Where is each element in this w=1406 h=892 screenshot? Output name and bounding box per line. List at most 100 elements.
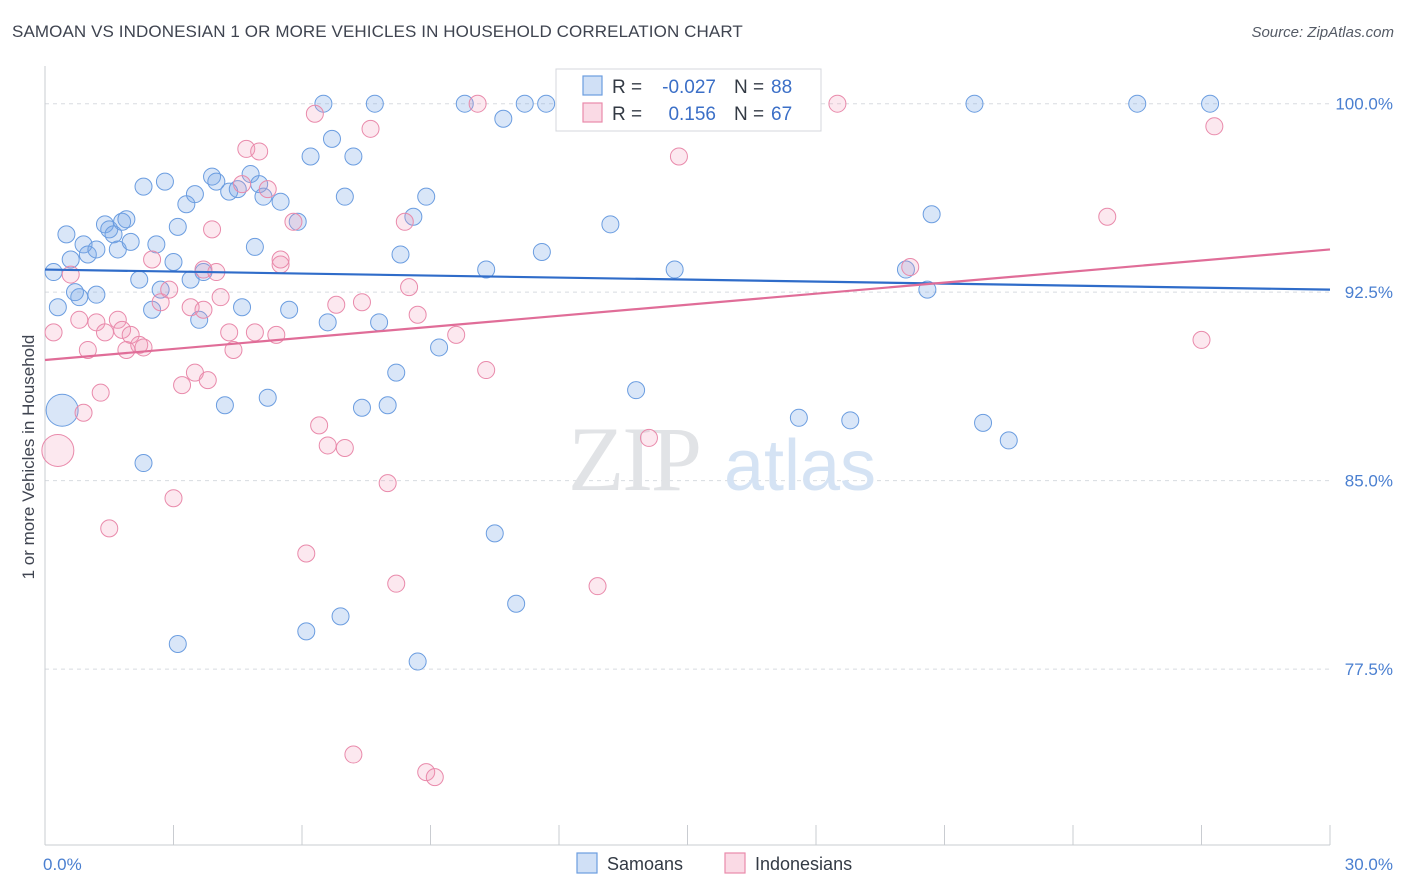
samoan-point-15 — [121, 232, 140, 251]
stats-legend: R = -0.027 N = 88 R = 0.156 N = 67 — [555, 68, 822, 132]
samoan-point-11 — [104, 225, 123, 244]
indonesian-point-13 — [134, 338, 153, 357]
indonesian-point-15 — [151, 293, 170, 312]
legend-r-value-1: -0.027 — [662, 77, 716, 98]
samoan-point-81 — [965, 94, 984, 113]
samoan-point-64 — [494, 109, 513, 128]
indonesian-point-50 — [417, 763, 436, 782]
indonesian-point-56 — [639, 428, 658, 447]
y-tick-label-1: 92.5% — [1345, 283, 1393, 302]
indonesian-point-9 — [113, 320, 132, 339]
samoan-point-14 — [117, 210, 136, 229]
indonesian-point-6 — [95, 323, 114, 342]
samoan-point-53 — [370, 313, 389, 332]
indonesian-point-57 — [669, 147, 688, 166]
samoan-point-43 — [297, 622, 316, 641]
series-legend: Samoans Indonesians — [576, 852, 852, 874]
indonesian-point-14 — [143, 250, 162, 269]
indonesian-point-61 — [1192, 330, 1211, 349]
indonesian-point-2 — [61, 265, 80, 284]
samoan-point-22 — [164, 253, 183, 272]
samoan-point-67 — [532, 242, 551, 261]
samoan-point-49 — [335, 187, 354, 206]
x-tick-label-0: 0.0% — [43, 855, 82, 874]
indonesian-point-43 — [352, 293, 371, 312]
indonesian-point-35 — [284, 212, 303, 231]
indonesian-point-7 — [100, 519, 119, 538]
samoan-point-84 — [1128, 94, 1147, 113]
indonesian-point-26 — [220, 323, 239, 342]
samoan-point-76 — [789, 408, 808, 427]
samoan-point-87 — [65, 283, 84, 302]
indonesian-point-0 — [44, 323, 63, 342]
legend-r-value-2: 0.156 — [668, 104, 716, 125]
indonesian-point-49 — [408, 305, 427, 324]
samoan-point-54 — [378, 396, 397, 415]
legend-n-value-1: 88 — [771, 77, 792, 98]
samoan-point-27 — [190, 310, 209, 329]
samoan-point-66 — [515, 94, 534, 113]
samoan-point-36 — [245, 237, 264, 256]
indonesian-point-63 — [74, 403, 93, 422]
samoan-point-77 — [841, 411, 860, 430]
samoan-point-56 — [391, 245, 410, 264]
indonesian-point-47 — [395, 212, 414, 231]
indonesian-point-45 — [378, 474, 397, 493]
indonesian-point-31 — [250, 142, 269, 161]
samoan-point-59 — [417, 187, 436, 206]
legend-r-label-1: R = — [612, 77, 642, 98]
samoan-point-30 — [207, 172, 226, 191]
indonesian-point-59 — [901, 258, 920, 277]
indonesian-point-41 — [335, 438, 354, 457]
samoan-point-26 — [185, 185, 204, 204]
samoan-point-71 — [627, 381, 646, 400]
indonesian-point-55 — [588, 577, 607, 596]
legend-n-value-2: 67 — [771, 104, 792, 125]
samoan-point-31 — [215, 396, 234, 415]
samoan-point-39 — [258, 388, 277, 407]
samoan-point-50 — [344, 147, 363, 166]
samoan-point-86 — [45, 393, 79, 427]
indonesian-point-64 — [91, 383, 110, 402]
samoan-point-58 — [408, 652, 427, 671]
indonesian-point-16 — [160, 280, 179, 299]
legend-swatch-indonesians — [582, 102, 603, 123]
indonesian-point-3 — [70, 310, 89, 329]
indonesian-point-38 — [310, 416, 329, 435]
indonesian-point-32 — [258, 180, 277, 199]
indonesian-point-52 — [447, 325, 466, 344]
y-tick-label-0: 100.0% — [1335, 95, 1393, 114]
indonesian-point-37 — [305, 104, 324, 123]
indonesian-point-51 — [425, 768, 444, 787]
indonesian-point-62 — [1205, 117, 1224, 136]
indonesian-point-25 — [211, 288, 230, 307]
samoan-point-52 — [365, 94, 384, 113]
samoan-point-21 — [155, 172, 174, 191]
samoan-point-1 — [48, 298, 67, 317]
x-tick-labels: 0.0% 30.0% — [43, 855, 1393, 874]
indonesian-point-1 — [41, 433, 75, 467]
legend-swatch-samoans — [582, 75, 603, 96]
bottom-legend-samoans: Samoans — [607, 854, 683, 874]
samoan-point-47 — [322, 129, 341, 148]
x-tick-label-1: 30.0% — [1345, 855, 1393, 874]
trend-lines — [44, 248, 1331, 362]
y-tick-labels: 100.0% 92.5% 85.0% 77.5% — [1335, 95, 1393, 679]
indonesian-point-36 — [297, 544, 316, 563]
indonesian-trend-line — [44, 248, 1331, 362]
indonesian-point-65 — [194, 300, 213, 319]
samoan-point-41 — [280, 300, 299, 319]
samoan-point-17 — [134, 177, 153, 196]
legend-r-label-2: R = — [612, 104, 642, 125]
samoan-point-3 — [61, 250, 80, 269]
samoan-point-63 — [485, 524, 504, 543]
samoan-point-0 — [44, 263, 63, 282]
indonesian-point-40 — [327, 295, 346, 314]
samoan-trend-line — [44, 268, 1331, 291]
y-tick-label-2: 85.0% — [1345, 472, 1393, 491]
indonesian-point-53 — [468, 94, 487, 113]
bottom-legend-swatch-samoans — [576, 852, 598, 874]
samoan-point-60 — [430, 338, 449, 357]
samoan-point-73 — [665, 260, 684, 279]
